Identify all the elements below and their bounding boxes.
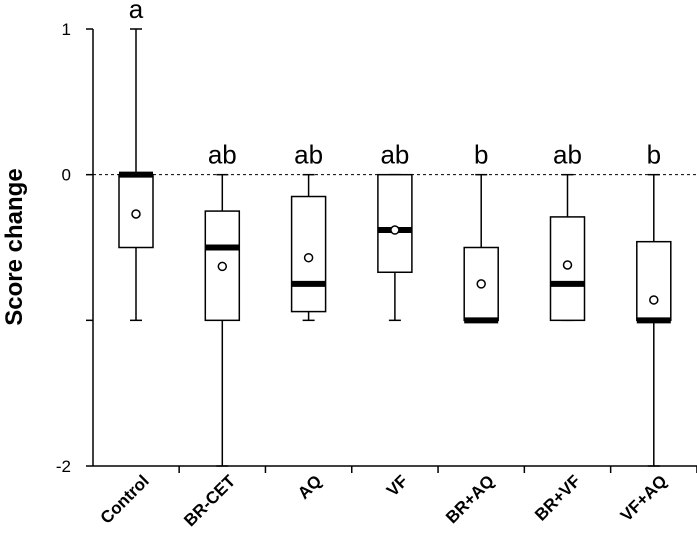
y-tick-label: -2 [56,457,71,476]
x-category-label: BR+VF [531,471,584,524]
mean-marker [303,252,314,263]
mean-marker [217,261,228,272]
box-control [118,28,154,322]
x-category-label: AQ [294,471,325,502]
mean-marker [390,225,400,235]
significance-letter: ab [380,140,409,170]
significance-letter: ab [294,140,323,170]
significance-letter: a [129,0,144,24]
box-vf [377,173,413,322]
x-category-label: VF [383,471,412,500]
x-category-label: VF+AQ [617,471,671,525]
x-category-label: BR-CET [180,471,239,530]
significance-letter: b [474,140,488,170]
significance-letter: b [647,140,661,170]
mean-marker [131,209,141,219]
y-axis-title: Score change [1,168,28,325]
mean-marker [476,279,486,289]
box-vf-aq [636,173,672,467]
box-aq [290,173,327,322]
y-tick-label: 0 [62,166,71,185]
x-category-label: BR+AQ [442,471,498,527]
box-br-vf [549,173,586,322]
x-category-label: Control [97,471,153,527]
mean-marker [562,260,573,270]
box-iqr [377,173,413,274]
significance-letter: ab [208,140,237,170]
box-br-aq [463,173,499,324]
mean-marker [649,295,659,305]
y-tick-label: 1 [62,20,71,39]
box-iqr [636,240,672,322]
plot-marks [118,28,672,467]
significance-letter: ab [553,140,582,170]
box-br-cet [204,173,241,467]
